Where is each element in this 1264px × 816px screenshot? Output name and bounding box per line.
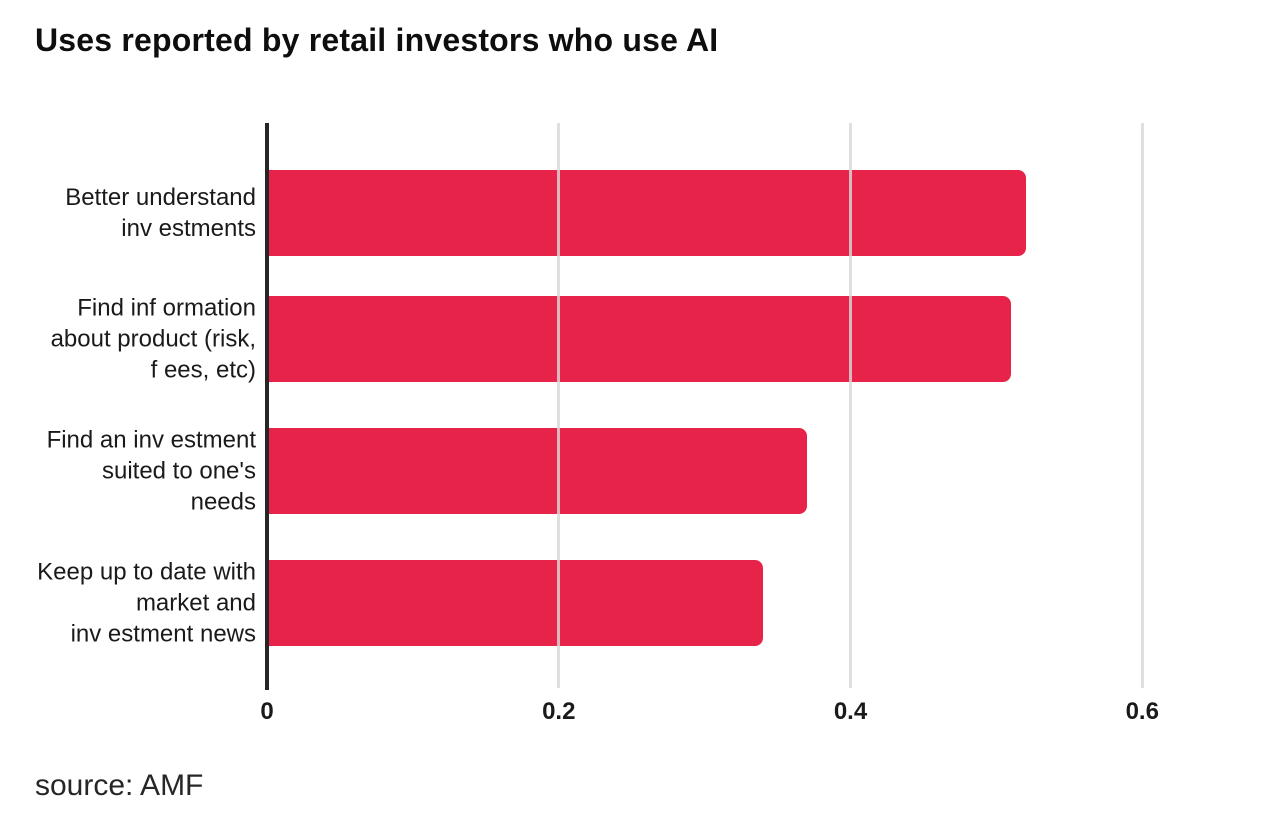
x-tick-label: 0.6 — [1125, 698, 1159, 725]
x-tick-label: 0.4 — [833, 698, 868, 725]
gridline — [557, 123, 561, 688]
category-label: Find inf ormation about product (risk, f… — [50, 294, 256, 384]
x-tick-label: 0 — [260, 698, 274, 725]
bar — [269, 170, 1026, 256]
source-text: source: AMF — [35, 769, 204, 802]
x-axis-tick-labels: 0 0.2 0.4 0.6 — [260, 698, 1240, 730]
gridline — [849, 123, 852, 688]
bar — [269, 296, 1011, 382]
bar — [269, 560, 763, 646]
category-label: Find an inv estment suited to one's need… — [46, 426, 256, 516]
gridline — [1140, 123, 1144, 688]
category-labels: Better understand inv estments Find inf o… — [0, 123, 256, 688]
x-tick-label: 0.2 — [542, 698, 576, 725]
bar — [269, 428, 807, 514]
category-label: Better understand inv estments — [65, 184, 256, 242]
plot-area — [265, 123, 1240, 690]
chart-title: Uses reported by retail investors who us… — [35, 22, 719, 58]
y-axis-line — [265, 123, 269, 690]
category-label: Keep up to date with market and inv estm… — [37, 558, 256, 648]
